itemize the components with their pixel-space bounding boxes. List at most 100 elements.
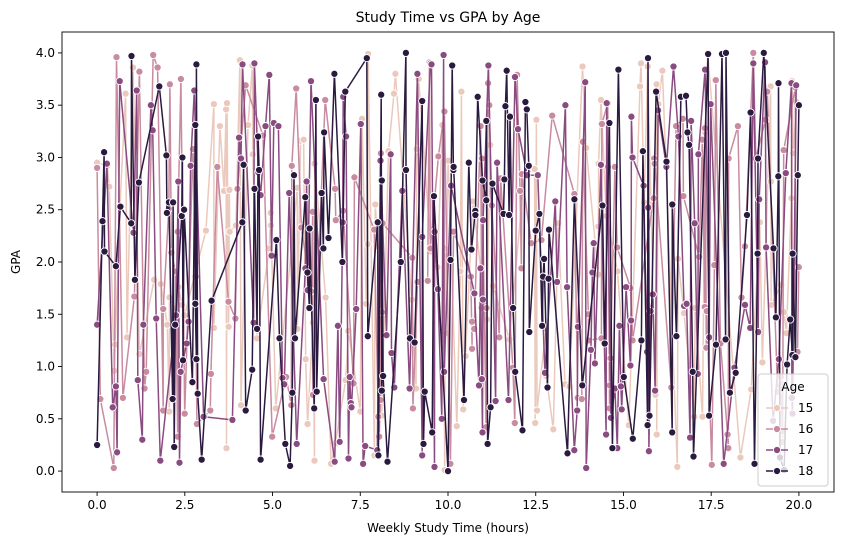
data-point (538, 321, 547, 330)
data-point (305, 224, 314, 233)
data-point (637, 336, 646, 345)
data-point (638, 147, 647, 156)
data-point (493, 158, 502, 167)
data-point (149, 50, 158, 60)
data-point (651, 386, 660, 395)
data-point (379, 371, 388, 381)
x-tick-label: 2.5 (175, 498, 194, 512)
data-point (165, 293, 174, 302)
data-point (178, 153, 187, 162)
data-point (165, 80, 174, 89)
data-point (596, 160, 605, 169)
data-point (405, 384, 414, 393)
data-point (401, 165, 411, 175)
data-point (742, 210, 752, 220)
data-point (669, 62, 678, 71)
data-point (306, 77, 316, 86)
data-point (648, 290, 657, 299)
data-point (225, 185, 234, 194)
data-point (505, 210, 514, 220)
data-point (222, 99, 232, 108)
data-point (386, 150, 395, 159)
data-point (482, 116, 491, 125)
data-point (501, 102, 510, 111)
series-line-17 (96, 54, 797, 469)
data-point (525, 327, 534, 337)
data-point (459, 395, 469, 405)
data-point (762, 243, 771, 252)
data-point (162, 151, 171, 160)
chart-title: Study Time vs GPA by Age (356, 10, 541, 26)
data-point (793, 171, 802, 180)
data-point (468, 344, 477, 353)
data-point (750, 459, 759, 468)
data-point (430, 227, 439, 236)
data-point (783, 360, 792, 369)
data-point (391, 69, 400, 78)
data-point (746, 323, 755, 332)
data-point (184, 317, 193, 326)
data-point (511, 367, 520, 376)
data-point (174, 177, 183, 186)
data-point (345, 372, 354, 382)
data-point (443, 467, 453, 476)
data-point (509, 303, 518, 313)
data-point (169, 198, 178, 207)
data-point (338, 257, 347, 267)
data-point (429, 192, 438, 201)
data-point (286, 461, 295, 470)
data-point (532, 115, 541, 124)
data-point (774, 172, 783, 181)
data-point (362, 299, 371, 308)
data-point (478, 295, 487, 304)
data-point (668, 428, 677, 437)
data-point (613, 243, 622, 252)
data-point (287, 161, 296, 170)
y-tick-label: 1.0 (36, 360, 55, 374)
data-point (155, 82, 164, 91)
data-point (138, 435, 147, 444)
data-point (261, 122, 270, 131)
data-point (135, 67, 144, 76)
data-point (238, 60, 247, 69)
data-point (504, 395, 513, 405)
data-point (628, 434, 637, 443)
data-point (206, 369, 215, 378)
data-point (615, 321, 624, 330)
data-point (531, 226, 540, 235)
data-point (121, 89, 130, 98)
data-point (476, 264, 485, 273)
data-point (100, 148, 109, 157)
data-point (193, 389, 202, 398)
data-point (788, 249, 797, 258)
y-tick-label: 2.5 (36, 203, 55, 217)
data-point (321, 95, 330, 105)
data-point (272, 235, 281, 245)
data-point (518, 426, 527, 435)
data-point (192, 355, 201, 364)
data-point (310, 404, 319, 413)
data-point (250, 59, 259, 68)
data-point (724, 444, 733, 453)
data-point (310, 456, 319, 465)
data-point (330, 69, 339, 78)
data-point (500, 175, 509, 184)
data-point (420, 387, 429, 396)
data-point (586, 345, 595, 354)
data-point (464, 158, 473, 167)
data-point (111, 382, 120, 391)
data-point (305, 303, 314, 313)
data-point (93, 163, 102, 172)
data-point (521, 97, 530, 107)
series-line-18 (96, 52, 800, 472)
data-point (578, 381, 587, 390)
legend-title: Age (781, 380, 804, 394)
data-point (598, 201, 607, 210)
legend-marker-18 (772, 466, 782, 476)
data-point (188, 378, 197, 387)
data-point (473, 92, 482, 101)
data-point (702, 343, 711, 352)
data-point (344, 454, 353, 463)
data-point (363, 332, 372, 341)
data-point (159, 304, 168, 314)
